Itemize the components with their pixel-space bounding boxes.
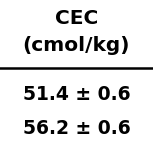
Text: 56.2 ± 0.6: 56.2 ± 0.6: [23, 119, 130, 138]
Text: 51.4 ± 0.6: 51.4 ± 0.6: [23, 85, 130, 104]
Text: CEC: CEC: [55, 9, 98, 28]
Text: (cmol/kg): (cmol/kg): [23, 36, 130, 55]
